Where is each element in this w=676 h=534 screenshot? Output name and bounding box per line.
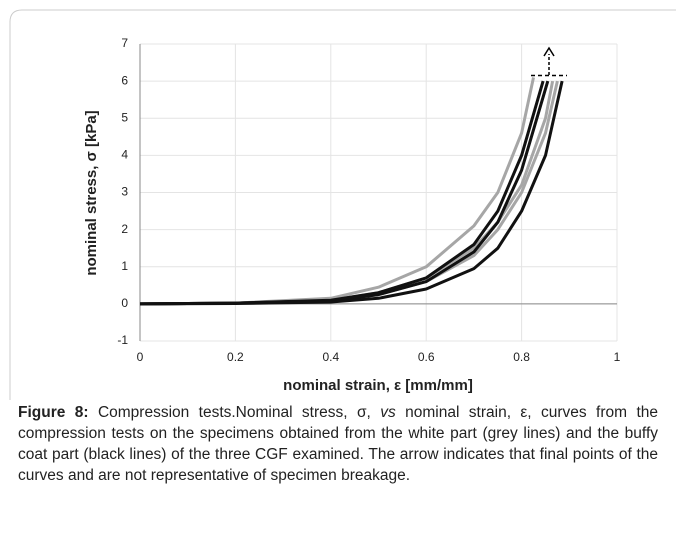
x-tick-label: 0.4 [322,350,339,364]
arrow-annotation [531,46,567,77]
y-axis-label: nominal stress, σ [kPa] [83,110,100,275]
caption-text: vs [380,404,396,421]
caption-label: Figure 8: [18,404,89,421]
x-tick-label: 0 [137,350,144,364]
y-tick-label: 5 [121,110,128,124]
y-tick-label: 2 [121,222,128,236]
y-tick-label: 0 [121,296,128,310]
x-tick-label: 0.8 [513,350,530,364]
x-axis-label: nominal strain, ε [mm/mm] [283,377,473,394]
caption: Figure 8: Compression tests.Nominal stre… [18,402,658,486]
x-tick-label: 0.6 [418,350,435,364]
caption-text: nominal strain, ε, curves from the compr… [18,404,658,484]
frame [9,9,676,400]
y-tick-label: -1 [117,333,128,347]
y-tick-label: 3 [121,185,128,199]
data-line [139,80,564,306]
x-tick-label: 0.2 [227,350,244,364]
plot: -1 0 1 2 3 4 5 6 7 0 0.2 0.4 0.6 0.8 1 [117,36,620,364]
caption-text: Compression tests.Nominal stress, σ, [88,404,381,421]
y-tick-label: 1 [121,259,128,273]
x-tick-label: 1 [614,350,621,364]
y-tick-label: 6 [121,73,128,87]
y-tick-label: 7 [121,36,128,50]
chart: -1 0 1 2 3 4 5 6 7 0 0.2 0.4 0.6 0.8 1 nominal strain,… [9,9,676,400]
y-tick-label: 4 [121,148,128,162]
